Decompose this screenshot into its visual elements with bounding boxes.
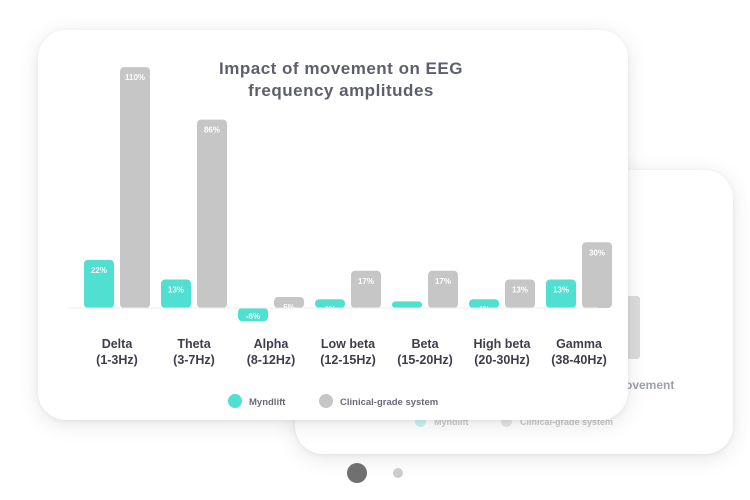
bar-myndlift-3	[315, 299, 345, 308]
bar-myndlift-1	[161, 279, 191, 308]
bar-myndlift-2	[238, 308, 268, 322]
chart-card: Impact of movement on EEG frequency ampli…	[38, 30, 628, 420]
category-label-5-0: High beta	[474, 337, 532, 351]
background-legend-label-clinical: Clinical-grade system	[520, 417, 614, 427]
bar-chart: Impact of movement on EEG frequency ampli…	[68, 59, 612, 408]
bar-clinical-0	[120, 67, 150, 308]
bar-label-clinical-4: 17%	[435, 277, 451, 286]
legend-label-myndlift: Myndlift	[249, 397, 286, 408]
legend-swatch-clinical	[319, 394, 333, 408]
bar-clinical-1	[197, 119, 227, 308]
bar-label-myndlift-6: 13%	[553, 286, 569, 295]
category-label-2-1: (8-12Hz)	[247, 353, 296, 367]
bar-label-clinical-0: 110%	[125, 73, 145, 82]
background-legend-swatch-myndlift	[415, 416, 426, 427]
bar-label-myndlift-1: 13%	[168, 286, 184, 295]
category-label-1-0: Theta	[177, 337, 211, 351]
category-label-0-1: (1-3Hz)	[96, 353, 138, 367]
legend-label-clinical: Clinical-grade system	[340, 397, 438, 408]
bar-label-clinical-6: 30%	[589, 248, 605, 257]
legend-swatch-myndlift	[228, 394, 242, 408]
carousel-dot[interactable]	[393, 468, 403, 478]
category-label-3-1: (12-15Hz)	[320, 353, 376, 367]
category-label-0-0: Delta	[102, 337, 134, 351]
bar-clinical-5	[505, 279, 535, 308]
bar-label-myndlift-2: -6%	[246, 312, 260, 321]
bar-label-clinical-3: 17%	[358, 277, 374, 286]
category-label-2-0: Alpha	[254, 337, 290, 351]
bar-myndlift-6	[546, 279, 576, 308]
background-bar	[624, 296, 640, 359]
background-chart-title-fragment: ovement	[625, 378, 675, 392]
category-label-6-0: Gamma	[556, 337, 603, 351]
background-legend-swatch-clinical	[501, 416, 513, 427]
category-label-3-0: Low beta	[321, 337, 376, 351]
category-label-4-1: (15-20Hz)	[397, 353, 453, 367]
bar-clinical-4	[428, 270, 458, 308]
category-label-6-1: (38-40Hz)	[551, 353, 607, 367]
bar-label-myndlift-0: 22%	[91, 266, 107, 275]
category-label-4-0: Beta	[411, 337, 439, 351]
bar-myndlift-0	[84, 259, 114, 308]
chart-title-line-1: Impact of movement on EEG	[219, 59, 463, 78]
bar-label-myndlift-3: 4%	[324, 305, 336, 314]
bar-label-myndlift-4: 3%	[401, 307, 413, 316]
carousel-dot-active[interactable]	[347, 463, 367, 483]
bar-label-clinical-1: 86%	[204, 126, 220, 135]
bar-myndlift-5	[469, 299, 499, 308]
background-legend-label-myndlift: Myndlift	[434, 417, 469, 427]
bar-clinical-2	[274, 297, 304, 308]
bar-clinical-3	[351, 270, 381, 308]
bar-myndlift-4	[392, 301, 422, 308]
bar-clinical-6	[582, 242, 612, 308]
bar-label-myndlift-5: 4%	[478, 305, 490, 314]
bar-label-clinical-5: 13%	[512, 286, 528, 295]
background-legend: Myndlift Clinical-grade system	[415, 416, 643, 427]
chart-title-line-2: frequency amplitudes	[248, 81, 434, 100]
category-label-5-1: (20-30Hz)	[474, 353, 530, 367]
category-label-1-1: (3-7Hz)	[173, 353, 215, 367]
